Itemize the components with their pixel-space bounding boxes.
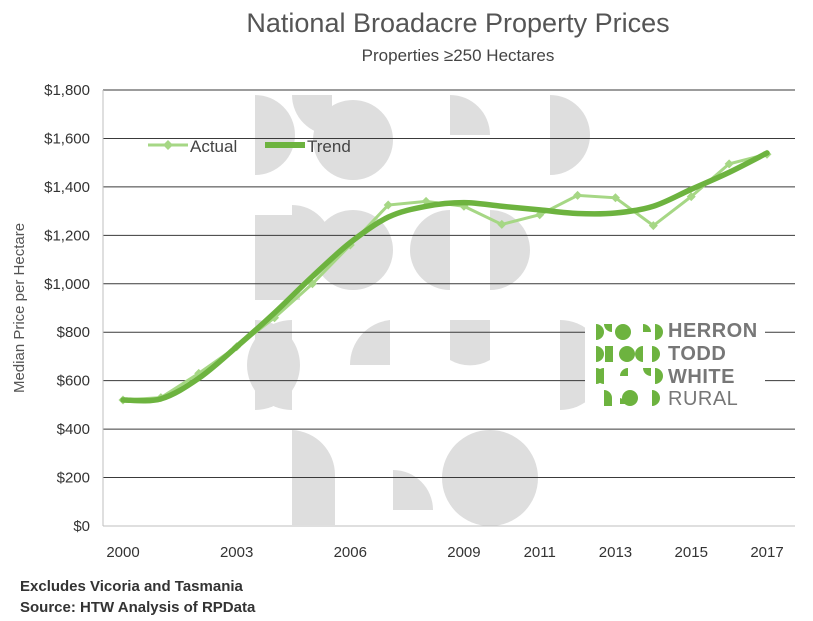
legend: Actual Trend bbox=[148, 137, 351, 156]
logo-mark-shape bbox=[652, 390, 660, 406]
logo-mark-shape bbox=[643, 324, 651, 332]
watermark-logo bbox=[247, 95, 605, 526]
logo-line-4: RURAL bbox=[668, 388, 738, 410]
logo-mark-shape bbox=[655, 324, 663, 340]
y-tick-label: $1,200 bbox=[44, 227, 90, 244]
logo-mark-shape bbox=[596, 324, 604, 340]
actual-point bbox=[610, 193, 620, 203]
x-tick-label: 2015 bbox=[675, 544, 708, 561]
logo-mark-shape bbox=[622, 390, 638, 406]
trend-line bbox=[120, 150, 770, 404]
x-tick-label: 2006 bbox=[334, 544, 367, 561]
logo-line-3: WHITE bbox=[668, 366, 735, 388]
logo-mark-shape bbox=[604, 324, 612, 332]
y-tick-label: $0 bbox=[73, 518, 90, 535]
y-tick-label: $400 bbox=[57, 421, 90, 438]
watermark-shape bbox=[393, 470, 433, 510]
actual-point bbox=[648, 221, 658, 231]
logo-mark-shape bbox=[596, 368, 604, 384]
legend-actual-marker bbox=[163, 140, 173, 150]
watermark-shape bbox=[450, 320, 490, 366]
logo-mark-shape bbox=[620, 368, 628, 376]
watermark-shape bbox=[450, 95, 490, 135]
actual-point bbox=[497, 219, 507, 229]
y-tick-label: $600 bbox=[57, 373, 90, 390]
watermark-shape bbox=[313, 210, 393, 290]
herron-todd-white-logo: HERRON TODD WHITE RURAL bbox=[585, 318, 765, 410]
logo-line-2: TODD bbox=[668, 343, 726, 365]
watermark-shape bbox=[550, 95, 590, 175]
x-tick-label: 2009 bbox=[447, 544, 480, 561]
watermark-shape bbox=[490, 210, 530, 290]
logo-mark-shape bbox=[620, 398, 626, 404]
logo-mark-shape bbox=[635, 346, 643, 362]
y-tick-label: $1,600 bbox=[44, 130, 90, 147]
watermark-shape bbox=[410, 210, 450, 290]
chart-title: National Broadacre Property Prices bbox=[246, 8, 669, 38]
chart-subtitle: Properties ≥250 Hectares bbox=[362, 46, 555, 65]
watermark-shape bbox=[313, 100, 393, 180]
legend-actual-label: Actual bbox=[190, 137, 237, 156]
x-tick-label: 2011 bbox=[524, 544, 556, 561]
x-tick-label: 2000 bbox=[106, 544, 139, 561]
footnote-exclusions: Excludes Vicoria and Tasmania bbox=[20, 578, 243, 595]
logo-background bbox=[585, 318, 765, 410]
series-trend bbox=[120, 150, 770, 404]
y-tick-label: $200 bbox=[57, 470, 90, 487]
x-tick-label: 2017 bbox=[750, 544, 783, 561]
y-tick-label: $1,000 bbox=[44, 276, 90, 293]
logo-mark-shape bbox=[615, 324, 631, 340]
logo-mark-shape bbox=[655, 368, 663, 384]
legend-trend-label: Trend bbox=[307, 137, 351, 156]
logo-mark-shape bbox=[605, 346, 613, 362]
y-axis-ticks: $0 $200 $400 $600 $800 $1,000 $1,200 $1,400 $1,6… bbox=[44, 82, 90, 535]
x-axis-ticks: 2000 2003 2006 2009 2011 2013 2015 2017 bbox=[106, 544, 783, 561]
actual-point bbox=[686, 192, 696, 202]
watermark-shape bbox=[255, 95, 295, 175]
logo-line-1: HERRON bbox=[668, 320, 758, 342]
footnote-source: Source: HTW Analysis of RPData bbox=[20, 599, 256, 616]
x-tick-label: 2013 bbox=[599, 544, 632, 561]
logo-mark-shape bbox=[652, 346, 660, 362]
y-axis-label: Median Price per Hectare bbox=[11, 223, 28, 393]
logo-mark-shape bbox=[619, 346, 635, 362]
logo-mark-shape bbox=[596, 346, 604, 362]
actual-point bbox=[573, 190, 583, 200]
x-tick-label: 2003 bbox=[220, 544, 253, 561]
watermark-shape bbox=[247, 320, 292, 410]
y-tick-label: $1,800 bbox=[44, 82, 90, 99]
watermark-shape bbox=[349, 320, 390, 365]
watermark-shape bbox=[255, 215, 300, 300]
y-tick-label: $800 bbox=[57, 324, 90, 341]
logo-mark-shape bbox=[643, 368, 651, 376]
actual-point bbox=[724, 159, 734, 169]
actual-point bbox=[383, 200, 393, 210]
logo-mark-icon bbox=[596, 324, 663, 406]
logo-mark-shape bbox=[604, 390, 612, 406]
y-tick-label: $1,400 bbox=[44, 179, 90, 196]
